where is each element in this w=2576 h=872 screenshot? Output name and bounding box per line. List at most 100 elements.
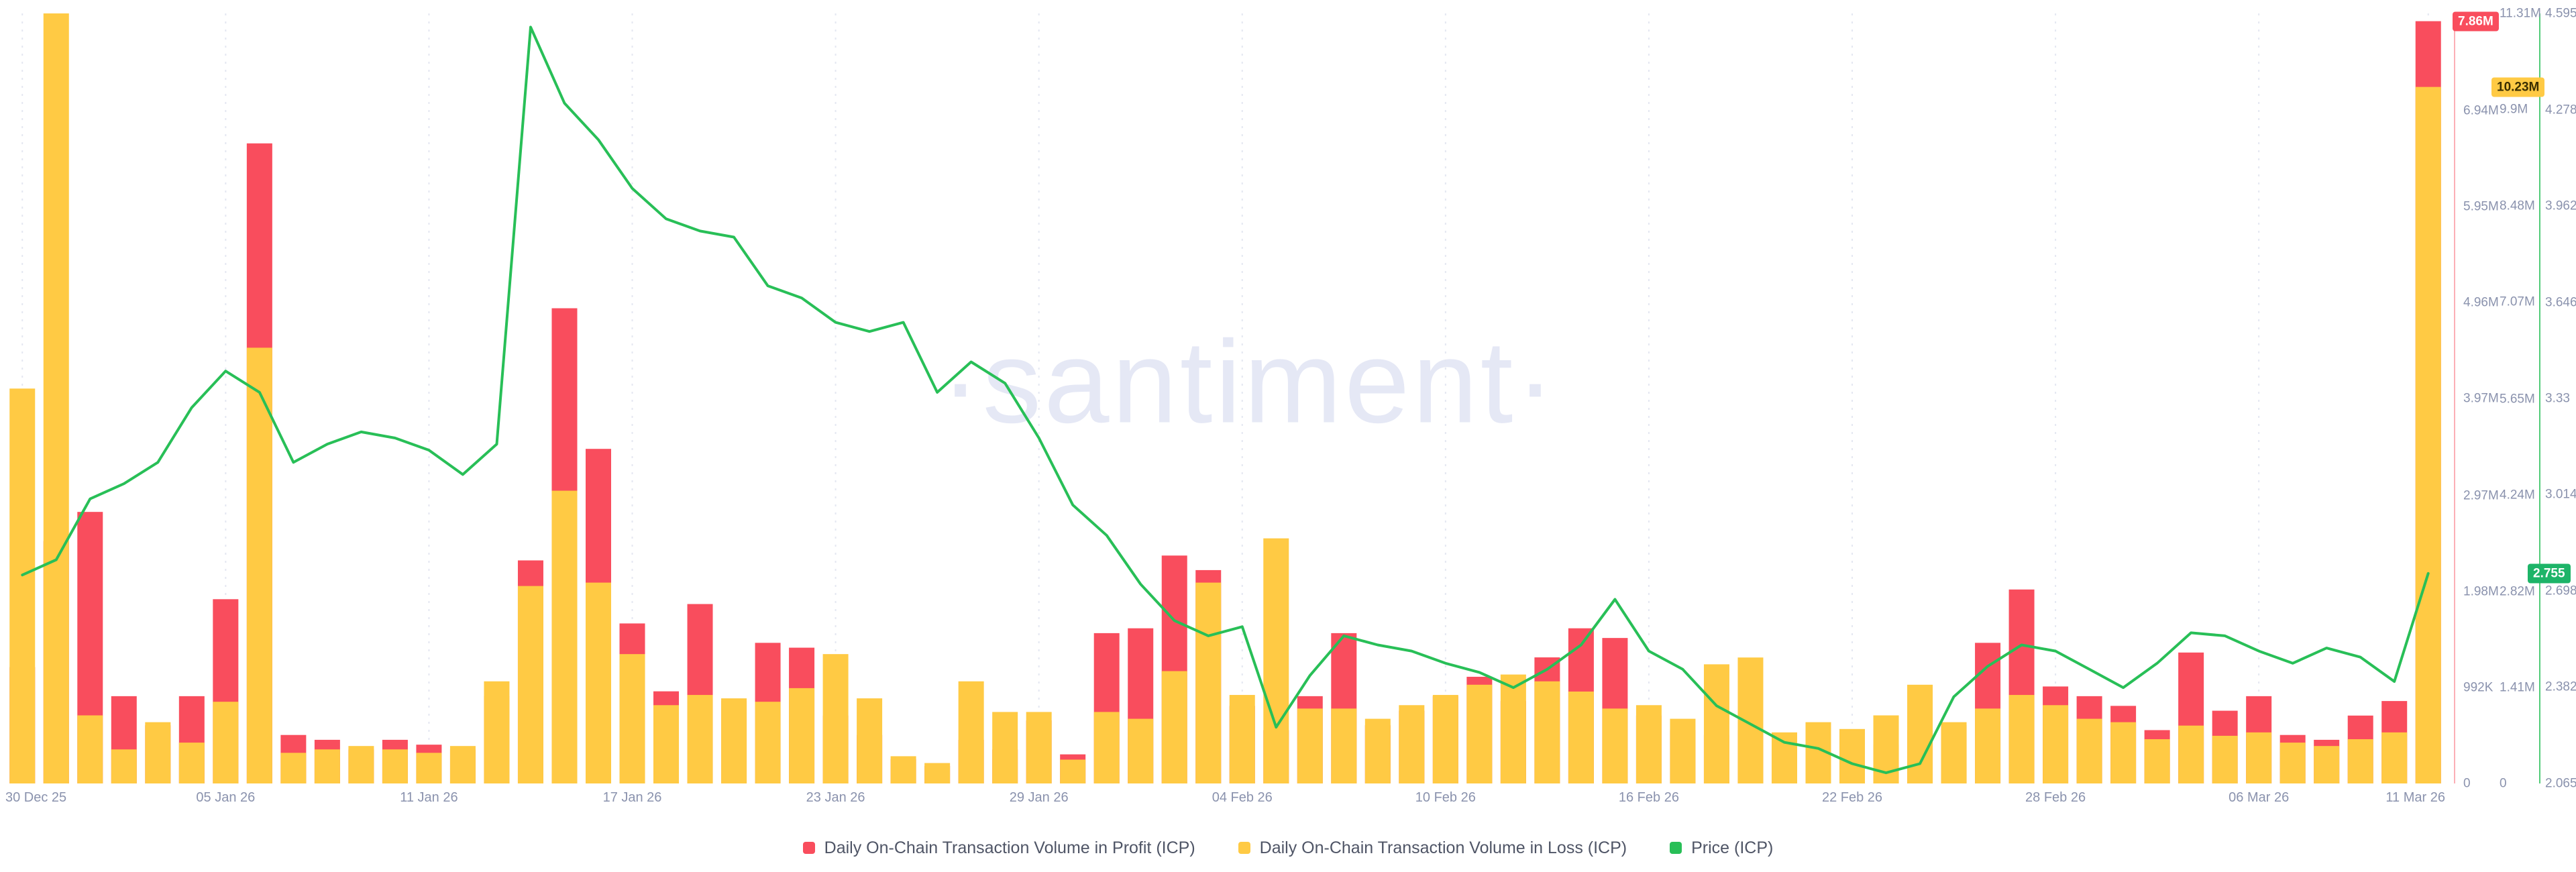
axis-tick-label: 3.97M [2463, 391, 2499, 406]
axis-tick-label: 3.646 [2545, 295, 2576, 310]
bar-loss[interactable] [280, 753, 307, 783]
bar-loss[interactable] [1331, 708, 1357, 783]
bar-loss[interactable] [9, 388, 36, 783]
bar-loss[interactable] [857, 698, 883, 783]
bar-loss[interactable] [1229, 695, 1255, 783]
axis-tick-label: 0 [2500, 776, 2507, 791]
bar-loss[interactable] [789, 688, 815, 783]
bar-loss[interactable] [2314, 746, 2340, 783]
bar-loss[interactable] [2110, 722, 2137, 783]
bar-loss[interactable] [1839, 728, 1866, 783]
bar-loss[interactable] [43, 13, 69, 783]
bar-loss[interactable] [1297, 708, 1323, 783]
santiment-watermark: ·santiment· [941, 317, 1558, 448]
bar-loss[interactable] [1703, 664, 1729, 783]
bar-loss[interactable] [348, 746, 374, 783]
bar-loss[interactable] [2415, 87, 2441, 784]
loss-swatch-icon [1238, 842, 1250, 854]
legend-label: Daily On-Chain Transaction Volume in Los… [1259, 838, 1627, 857]
bar-loss[interactable] [890, 756, 916, 783]
axis-tick-label: 4.595 [2545, 6, 2576, 21]
bar-loss[interactable] [1432, 695, 1458, 783]
legend-item-profit[interactable]: Daily On-Chain Transaction Volume in Pro… [802, 838, 1195, 858]
axis-tick-label: 8.48M [2500, 199, 2535, 213]
bar-loss[interactable] [755, 702, 781, 783]
legend-item-loss[interactable]: Daily On-Chain Transaction Volume in Los… [1238, 838, 1627, 858]
bar-loss[interactable] [992, 712, 1018, 783]
bar-loss[interactable] [517, 586, 543, 783]
bar-loss[interactable] [382, 749, 408, 783]
x-axis-date-label: 30 Dec 25 [5, 790, 67, 805]
x-axis-date-label: 17 Jan 26 [602, 790, 662, 805]
bar-loss[interactable] [77, 715, 103, 783]
bar-loss[interactable] [551, 490, 578, 783]
bar-loss[interactable] [653, 705, 680, 783]
bar-loss[interactable] [721, 698, 747, 783]
bar-loss[interactable] [2279, 743, 2306, 783]
bar-loss[interactable] [2347, 739, 2373, 783]
bar-loss[interactable] [1399, 705, 1425, 783]
bar-loss[interactable] [2008, 695, 2035, 783]
bar-loss[interactable] [1364, 718, 1391, 783]
x-axis-date-label: 10 Feb 26 [1415, 790, 1476, 805]
bar-loss[interactable] [1568, 691, 1594, 783]
bar-loss[interactable] [178, 743, 205, 783]
bar-loss[interactable] [1466, 684, 1493, 783]
price-line[interactable] [21, 25, 2430, 775]
bar-loss[interactable] [958, 681, 984, 783]
bar-loss[interactable] [1026, 712, 1052, 783]
bar-loss[interactable] [1500, 674, 1526, 783]
bar-loss[interactable] [314, 749, 340, 783]
bar-loss[interactable] [1534, 681, 1560, 783]
bar-loss[interactable] [416, 753, 442, 783]
bar-loss[interactable] [449, 746, 476, 783]
bar-loss[interactable] [1195, 582, 1222, 783]
axis-tick-label: 3.014 [2545, 487, 2576, 502]
bar-loss[interactable] [2178, 725, 2204, 783]
bar-loss[interactable] [687, 695, 713, 783]
bar-loss[interactable] [484, 681, 510, 783]
bar-loss[interactable] [1060, 759, 1086, 783]
x-axis-date-label: 16 Feb 26 [1618, 790, 1679, 805]
bar-loss[interactable] [1635, 705, 1662, 783]
bar-loss[interactable] [619, 654, 645, 783]
bar-loss[interactable] [246, 347, 272, 783]
bar-loss[interactable] [1161, 671, 1187, 783]
bar-loss[interactable] [2246, 732, 2272, 783]
axis-tick-label: 1.98M [2463, 584, 2499, 599]
axis-tick-label: 1.41M [2500, 680, 2535, 695]
axis-tick-label: 4.24M [2500, 488, 2535, 502]
price-swatch-icon [1670, 842, 1682, 854]
axis-tick-label: 6.94M [2463, 103, 2499, 118]
x-axis-date-label: 05 Jan 26 [196, 790, 256, 805]
bar-loss[interactable] [822, 654, 849, 783]
bar-loss[interactable] [1602, 708, 1628, 783]
bar-loss[interactable] [1975, 708, 2001, 783]
bar-loss[interactable] [111, 749, 137, 783]
bar-loss[interactable] [1670, 718, 1696, 783]
legend-label: Daily On-Chain Transaction Volume in Pro… [824, 838, 1195, 857]
legend-label: Price (ICP) [1691, 838, 1774, 857]
bar-loss[interactable] [1263, 538, 1289, 783]
x-axis-date-label: 28 Feb 26 [2025, 790, 2086, 805]
volume-bars[interactable] [9, 13, 2441, 784]
bar-loss[interactable] [2043, 705, 2069, 783]
bar-loss[interactable] [2212, 735, 2238, 783]
bar-loss[interactable] [2381, 732, 2408, 783]
bar-loss[interactable] [1093, 712, 1120, 783]
bar-loss[interactable] [1941, 722, 1967, 783]
axis-tick-label: 7.07M [2500, 294, 2535, 309]
legend-item-price[interactable]: Price (ICP) [1670, 838, 1773, 858]
bar-loss[interactable] [213, 702, 239, 783]
bar-loss[interactable] [924, 763, 951, 783]
bar-loss[interactable] [1128, 718, 1154, 783]
bar-loss[interactable] [1907, 684, 1933, 783]
axis-tick-label: 0 [2463, 776, 2471, 791]
x-axis-date-label: 11 Jan 26 [400, 790, 458, 805]
bar-loss[interactable] [585, 582, 611, 783]
bar-loss[interactable] [1771, 732, 1797, 783]
bar-loss[interactable] [2076, 718, 2102, 783]
bar-loss[interactable] [145, 722, 171, 783]
bar-loss[interactable] [2144, 739, 2170, 783]
